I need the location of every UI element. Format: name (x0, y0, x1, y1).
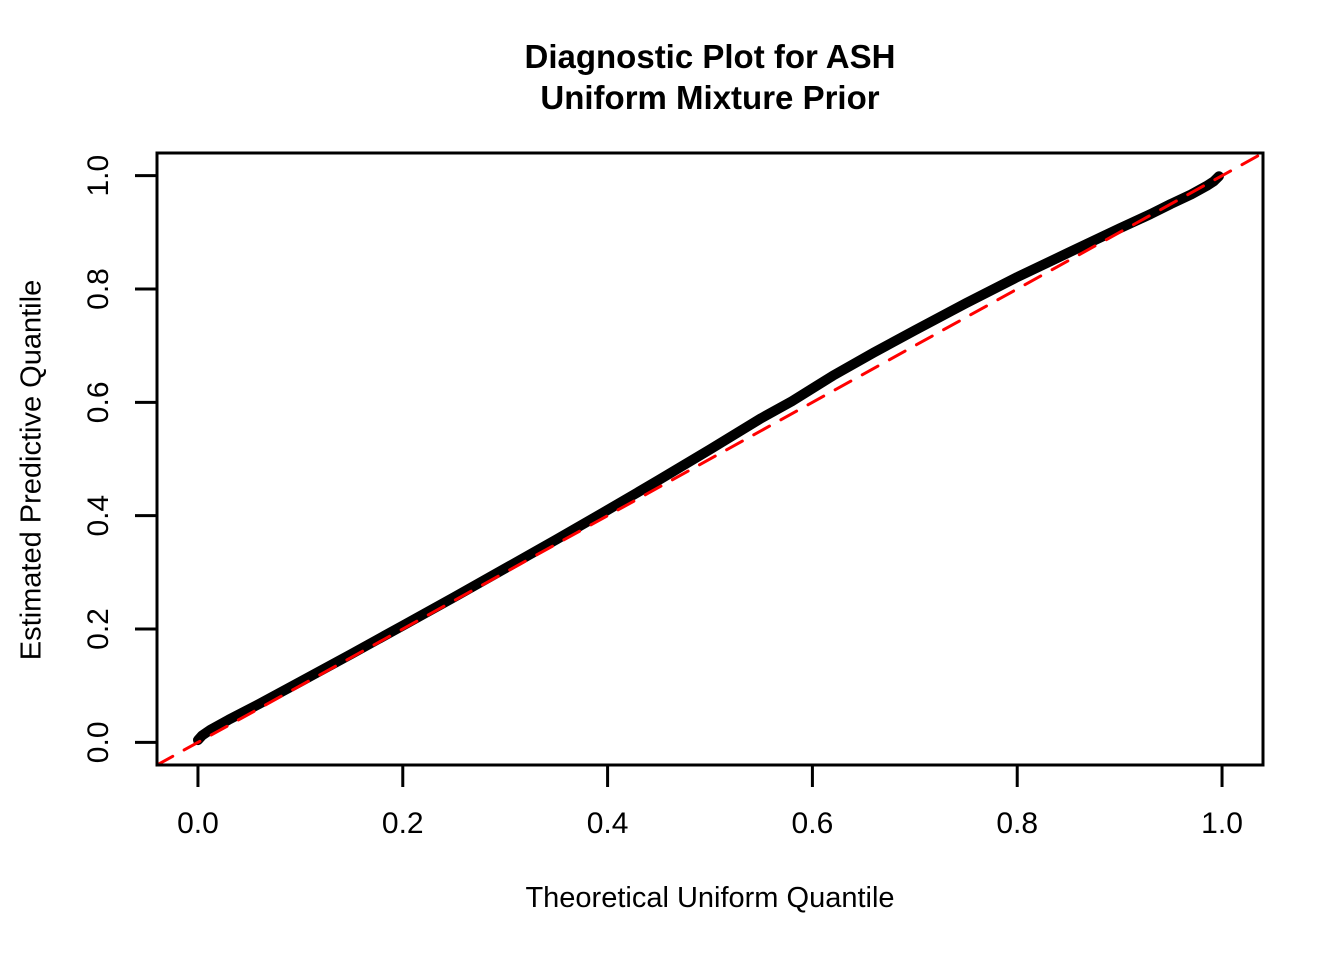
y-tick-label: 1.0 (82, 155, 115, 197)
y-axis-label: Estimated Predictive Quantile (15, 279, 48, 661)
x-axis-label: Theoretical Uniform Quantile (525, 882, 895, 914)
x-tick-label: 0.0 (177, 807, 219, 840)
x-tick-label: 0.6 (792, 807, 834, 840)
plot-title-line2: Uniform Mixture Prior (540, 79, 880, 116)
identity-reference-line (155, 151, 1265, 767)
x-tick-label: 0.8 (996, 807, 1038, 840)
y-tick-label: 0.0 (82, 721, 115, 763)
plot-box (155, 151, 1265, 767)
x-tick-label: 0.2 (382, 807, 424, 840)
plot-title-line1: Diagnostic Plot for ASH (524, 38, 896, 75)
y-tick-label: 0.4 (82, 495, 115, 537)
y-tick-label: 0.8 (82, 268, 115, 310)
plot-title: Diagnostic Plot for ASH Uniform Mixture … (157, 36, 1263, 118)
y-tick-label: 0.6 (82, 381, 115, 423)
x-tick-label: 1.0 (1201, 807, 1243, 840)
ash-estimated-predictive-quantiles (193, 171, 1224, 746)
y-tick-label: 0.2 (82, 608, 115, 650)
x-tick-label: 0.4 (587, 807, 629, 840)
